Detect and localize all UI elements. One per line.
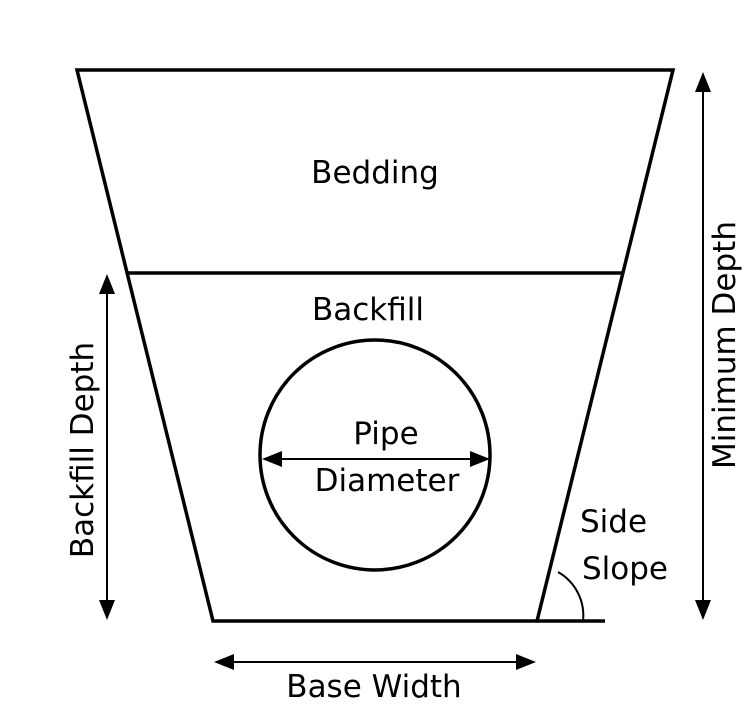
backfill-label: Backfill xyxy=(312,292,424,328)
slope-label: Slope xyxy=(582,551,668,587)
backfill-depth-arrowhead-top xyxy=(99,274,115,294)
base-width-label: Base Width xyxy=(286,669,461,705)
bedding-label: Bedding xyxy=(311,155,439,191)
base-width-arrowhead-right xyxy=(516,654,536,670)
pipe-diameter-arrowhead-left xyxy=(262,451,282,467)
minimum-depth-label: Minimum Depth xyxy=(707,221,743,469)
backfill-depth-arrowhead-bottom xyxy=(99,600,115,620)
minimum-depth-arrowhead-bottom xyxy=(695,600,711,620)
pipe-label: Pipe xyxy=(353,416,418,452)
side-slope-angle-arc xyxy=(557,571,585,622)
pipe-diameter-arrowhead-right xyxy=(470,451,490,467)
side-label: Side xyxy=(580,504,647,540)
pipe-circle xyxy=(258,338,492,572)
base-width-arrowhead-left xyxy=(214,654,234,670)
minimum-depth-arrowhead-top xyxy=(695,72,711,92)
diameter-label: Diameter xyxy=(315,463,460,499)
backfill-depth-label: Backfill Depth xyxy=(65,342,101,558)
